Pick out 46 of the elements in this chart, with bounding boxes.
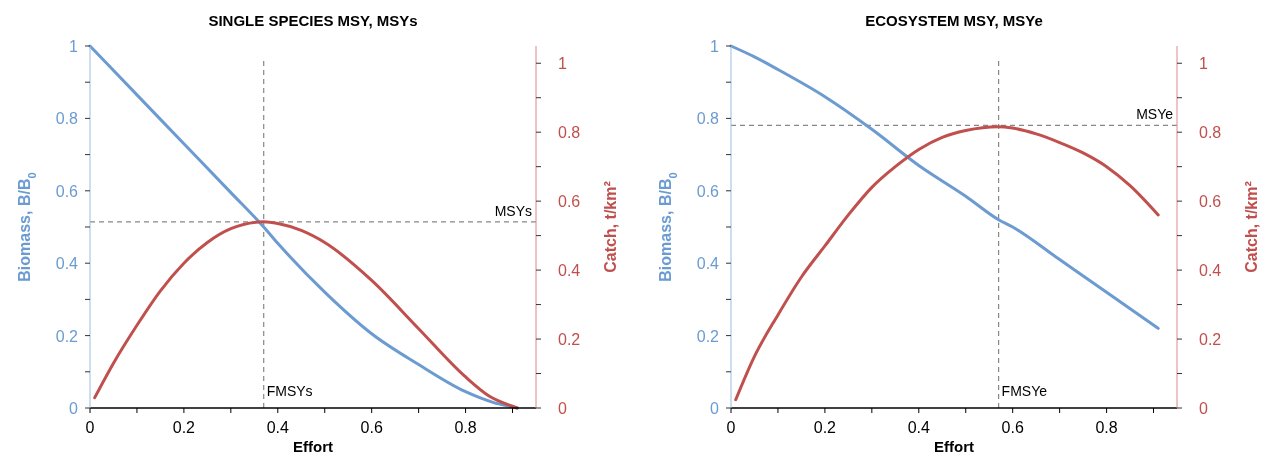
x-axis-title: Effort bbox=[934, 438, 974, 455]
line-series bbox=[734, 125, 1160, 402]
ref-line-label: MSYe bbox=[1136, 106, 1174, 123]
y-tick-label: 1 bbox=[69, 38, 79, 55]
x-tick-label: 0.4 bbox=[266, 419, 290, 436]
y-tick-label: 0 bbox=[69, 400, 79, 417]
chart-title: SINGLE SPECIES MSY, MSYs bbox=[208, 12, 418, 29]
y-tick-label: 0.6 bbox=[696, 182, 720, 200]
x-axis-title: Effort bbox=[293, 438, 333, 455]
y2-tick-label: 0 bbox=[558, 400, 567, 417]
y2-tick-label: 0.4 bbox=[558, 262, 581, 280]
x-tick-label: 0 bbox=[726, 419, 736, 436]
x-tick-label: 0.8 bbox=[454, 419, 477, 436]
chart-title: ECOSYSTEM MSY, MSYe bbox=[865, 12, 1043, 29]
y-tick-label: 0.4 bbox=[696, 255, 720, 273]
x-tick-label: 0.2 bbox=[172, 419, 196, 436]
y2-tick-label: 0.4 bbox=[1199, 262, 1222, 280]
y2-tick-label: 0.2 bbox=[558, 331, 581, 349]
x-tick-label: 0.6 bbox=[360, 419, 383, 436]
y2-tick-label: 1 bbox=[1199, 55, 1208, 73]
y-tick-label: 0.2 bbox=[55, 327, 79, 345]
ref-line-label: FMSYs bbox=[266, 383, 313, 399]
y2-tick-label: 0.8 bbox=[558, 124, 581, 142]
x-tick-label: 0.8 bbox=[1095, 419, 1118, 436]
y-tick-label: 0.8 bbox=[55, 110, 79, 128]
x-tick-label: 0.2 bbox=[813, 419, 837, 436]
line-series bbox=[93, 220, 519, 410]
y-tick-label: 0.4 bbox=[55, 255, 79, 273]
y2-tick-label: 0.2 bbox=[1199, 331, 1222, 349]
y2-axis-title: Catch, t/km² bbox=[602, 181, 619, 273]
x-tick-label: 0.4 bbox=[907, 419, 931, 436]
x-tick-label: 0.6 bbox=[1001, 419, 1024, 436]
ref-line-label: MSYs bbox=[494, 202, 532, 219]
y-tick-label: 0 bbox=[710, 400, 720, 417]
y2-tick-label: 0 bbox=[1199, 400, 1208, 417]
y2-tick-label: 1 bbox=[558, 55, 567, 73]
x-tick-label: 0 bbox=[85, 419, 95, 436]
ref-line-label: FMSYe bbox=[1001, 383, 1048, 399]
y2-tick-label: 0.6 bbox=[558, 193, 581, 211]
y2-tick-label: 0.6 bbox=[1199, 193, 1222, 211]
y-tick-label: 0.6 bbox=[55, 182, 79, 200]
y-tick-label: 0.8 bbox=[696, 110, 720, 128]
y2-axis-title: Catch, t/km² bbox=[1243, 181, 1260, 273]
y-tick-label: 1 bbox=[710, 38, 720, 55]
y2-tick-label: 0.8 bbox=[1199, 124, 1222, 142]
y-tick-label: 0.2 bbox=[696, 327, 720, 345]
